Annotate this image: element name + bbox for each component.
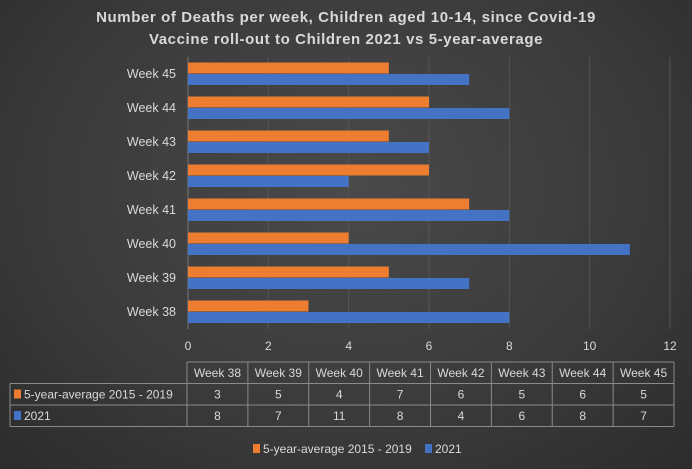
y-tick-label: Week 43 <box>127 135 176 149</box>
bar-2021 <box>188 176 349 187</box>
y-tick-label: Week 38 <box>127 305 176 319</box>
bar-5yr-avg <box>188 62 389 74</box>
table-header: Week 43 <box>498 366 545 380</box>
y-tick-label: Week 42 <box>127 169 176 183</box>
y-tick-label: Week 45 <box>127 67 176 81</box>
bar-5yr-avg <box>188 130 389 142</box>
table-cell: 3 <box>214 388 221 402</box>
bar-2021 <box>188 142 429 153</box>
table-row-label: 5-year-average 2015 - 2019 <box>24 388 173 402</box>
x-tick-label: 0 <box>185 339 192 353</box>
table-cell: 6 <box>458 388 465 402</box>
x-tick-label: 2 <box>265 339 272 353</box>
bar-2021 <box>188 278 470 289</box>
x-tick-label: 10 <box>583 339 597 353</box>
bar-5yr-avg <box>188 266 389 278</box>
table-header: Week 42 <box>437 366 484 380</box>
table-row-label: 2021 <box>24 409 51 423</box>
table-cell: 6 <box>579 388 586 402</box>
table-header: Week 44 <box>559 366 606 380</box>
bar-5yr-avg <box>188 164 429 176</box>
legend-label: 5-year-average 2015 - 2019 <box>263 442 412 456</box>
table-cell: 7 <box>275 409 282 423</box>
table-cell: 6 <box>518 409 525 423</box>
table-cell: 8 <box>214 409 221 423</box>
y-tick-label: Week 39 <box>127 271 176 285</box>
table-cell: 7 <box>397 388 404 402</box>
table-cell: 11 <box>333 409 346 423</box>
legend-key <box>425 444 432 453</box>
table-cell: 8 <box>397 409 404 423</box>
legend-key <box>253 444 260 453</box>
table-cell: 4 <box>336 388 343 402</box>
bar-5yr-avg <box>188 198 470 210</box>
bar-2021 <box>188 244 630 255</box>
bar-2021 <box>188 108 510 119</box>
table-header: Week 39 <box>255 366 302 380</box>
bar-5yr-avg <box>188 232 349 244</box>
table-header: Week 40 <box>316 366 363 380</box>
chart-title: Number of Deaths per week, Children aged… <box>96 9 596 26</box>
table-cell: 8 <box>579 409 586 423</box>
table-header: Week 45 <box>620 366 667 380</box>
table-legend-key <box>14 389 21 399</box>
bar-2021 <box>188 210 510 221</box>
legend-label: 2021 <box>435 442 462 456</box>
bar-5yr-avg <box>188 96 429 108</box>
bar-5yr-avg <box>188 300 309 312</box>
chart-title: Vaccine roll-out to Children 2021 vs 5-y… <box>149 31 543 48</box>
x-tick-label: 6 <box>426 339 433 353</box>
x-tick-label: 4 <box>345 339 352 353</box>
x-tick-label: 8 <box>506 339 513 353</box>
table-cell: 5 <box>275 388 282 402</box>
bar-2021 <box>188 312 510 323</box>
table-header: Week 38 <box>194 366 241 380</box>
table-cell: 5 <box>640 388 647 402</box>
y-tick-label: Week 41 <box>127 203 176 217</box>
table-cell: 5 <box>518 388 525 402</box>
table-cell: 7 <box>640 409 647 423</box>
table-header: Week 41 <box>376 366 423 380</box>
bar-2021 <box>188 74 470 85</box>
y-tick-label: Week 40 <box>127 237 176 251</box>
table-cell: 4 <box>458 409 465 423</box>
table-legend-key <box>14 411 21 420</box>
x-tick-label: 12 <box>663 339 677 353</box>
y-tick-label: Week 44 <box>127 101 176 115</box>
